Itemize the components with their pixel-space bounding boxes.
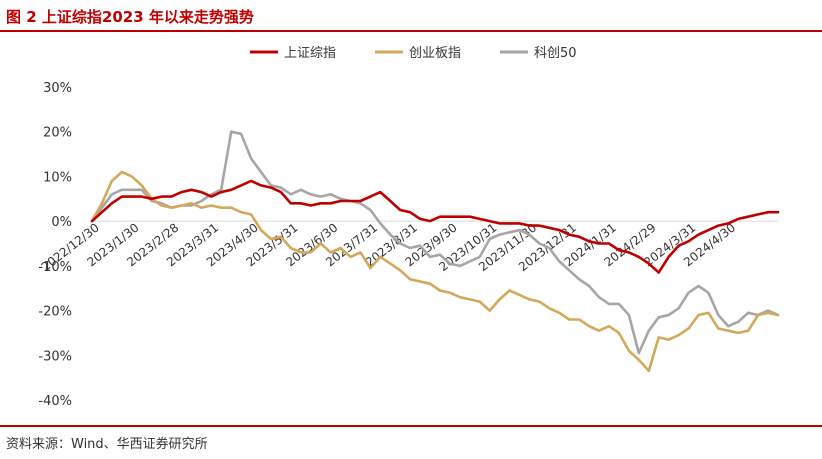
source-note: 资料来源：Wind、华西证券研究所 [6,437,208,452]
source-divider [0,425,822,427]
series-line [90,170,780,373]
y-tick-label: -40% [38,394,72,409]
legend-label: 创业板指 [409,46,461,61]
title-divider [0,30,822,32]
chart-legend: 上证综指 创业板指 科创50 [250,46,577,61]
series-layer [90,130,780,373]
legend-label: 上证综指 [284,46,336,61]
y-tick-label: 20% [43,126,72,141]
y-tick-label: 0% [51,215,72,230]
y-tick-label: -20% [38,305,72,320]
legend-label: 科创50 [534,46,577,61]
page-title: 图 2 上证综指2023 年以来走势强势 [6,8,254,26]
series-line [90,179,780,274]
y-tick-label: -10% [38,260,72,275]
x-axis: 2022/12/302023/1/302023/2/282023/3/31202… [39,220,738,274]
y-tick-label: 30% [43,81,72,96]
y-axis: 30% 20% 10% 0% -10% -20% -30% -40% [38,81,72,409]
y-tick-label: 10% [43,170,72,185]
line-chart: 上证综指 创业板指 科创50 30% 20% 10% 0% -10% -20% -30% -40%… [38,46,780,409]
y-tick-label: -30% [38,349,72,364]
series-line [90,130,780,355]
